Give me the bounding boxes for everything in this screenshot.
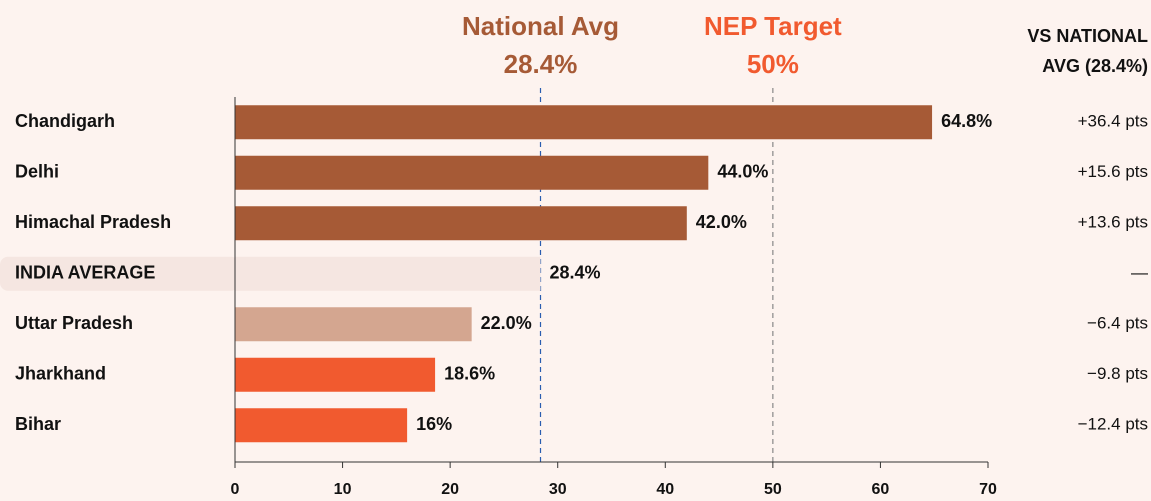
category-label: Bihar	[15, 414, 61, 434]
reference-value: 28.4%	[504, 49, 578, 79]
highlight-band	[0, 256, 239, 291]
reference-value: 50%	[747, 49, 799, 79]
comparison-label: —	[1131, 263, 1148, 282]
comparison-header: AVG (28.4%)	[1042, 56, 1148, 76]
category-label: Delhi	[15, 162, 59, 182]
category-label: Chandigarh	[15, 111, 115, 131]
category-label: Uttar Pradesh	[15, 313, 133, 333]
bar	[235, 256, 541, 291]
x-tick-label: 60	[872, 481, 890, 498]
bar	[235, 105, 933, 140]
bar	[235, 408, 408, 443]
value-label: 64.8%	[941, 111, 992, 131]
value-label: 44.0%	[717, 162, 768, 182]
comparison-label: −9.8 pts	[1087, 364, 1148, 383]
category-label: INDIA AVERAGE	[15, 263, 155, 283]
comparison-label: +15.6 pts	[1078, 162, 1148, 181]
comparison-label: +36.4 pts	[1078, 112, 1148, 131]
value-label: 16%	[416, 414, 452, 434]
x-tick-label: 50	[764, 481, 782, 498]
comparison-label: −6.4 pts	[1087, 314, 1148, 333]
x-tick-label: 0	[231, 481, 240, 498]
comparison-header: VS NATIONAL	[1027, 26, 1148, 46]
x-tick-label: 40	[656, 481, 674, 498]
bar	[235, 307, 472, 342]
value-label: 22.0%	[481, 313, 532, 333]
x-tick-label: 30	[549, 481, 567, 498]
comparison-label: −12.4 pts	[1078, 415, 1148, 434]
value-label: 18.6%	[444, 364, 495, 384]
value-label: 28.4%	[550, 263, 601, 283]
reference-label: NEP Target	[704, 11, 842, 41]
bar	[235, 206, 687, 241]
category-label: Jharkhand	[15, 364, 106, 384]
reference-label: National Avg	[462, 11, 619, 41]
bar	[235, 357, 436, 392]
x-tick-label: 20	[441, 481, 459, 498]
comparison-label: +13.6 pts	[1078, 213, 1148, 232]
category-label: Himachal Pradesh	[15, 212, 171, 232]
bar	[235, 155, 709, 190]
value-label: 42.0%	[696, 212, 747, 232]
x-tick-label: 10	[334, 481, 352, 498]
x-tick-label: 70	[979, 481, 997, 498]
